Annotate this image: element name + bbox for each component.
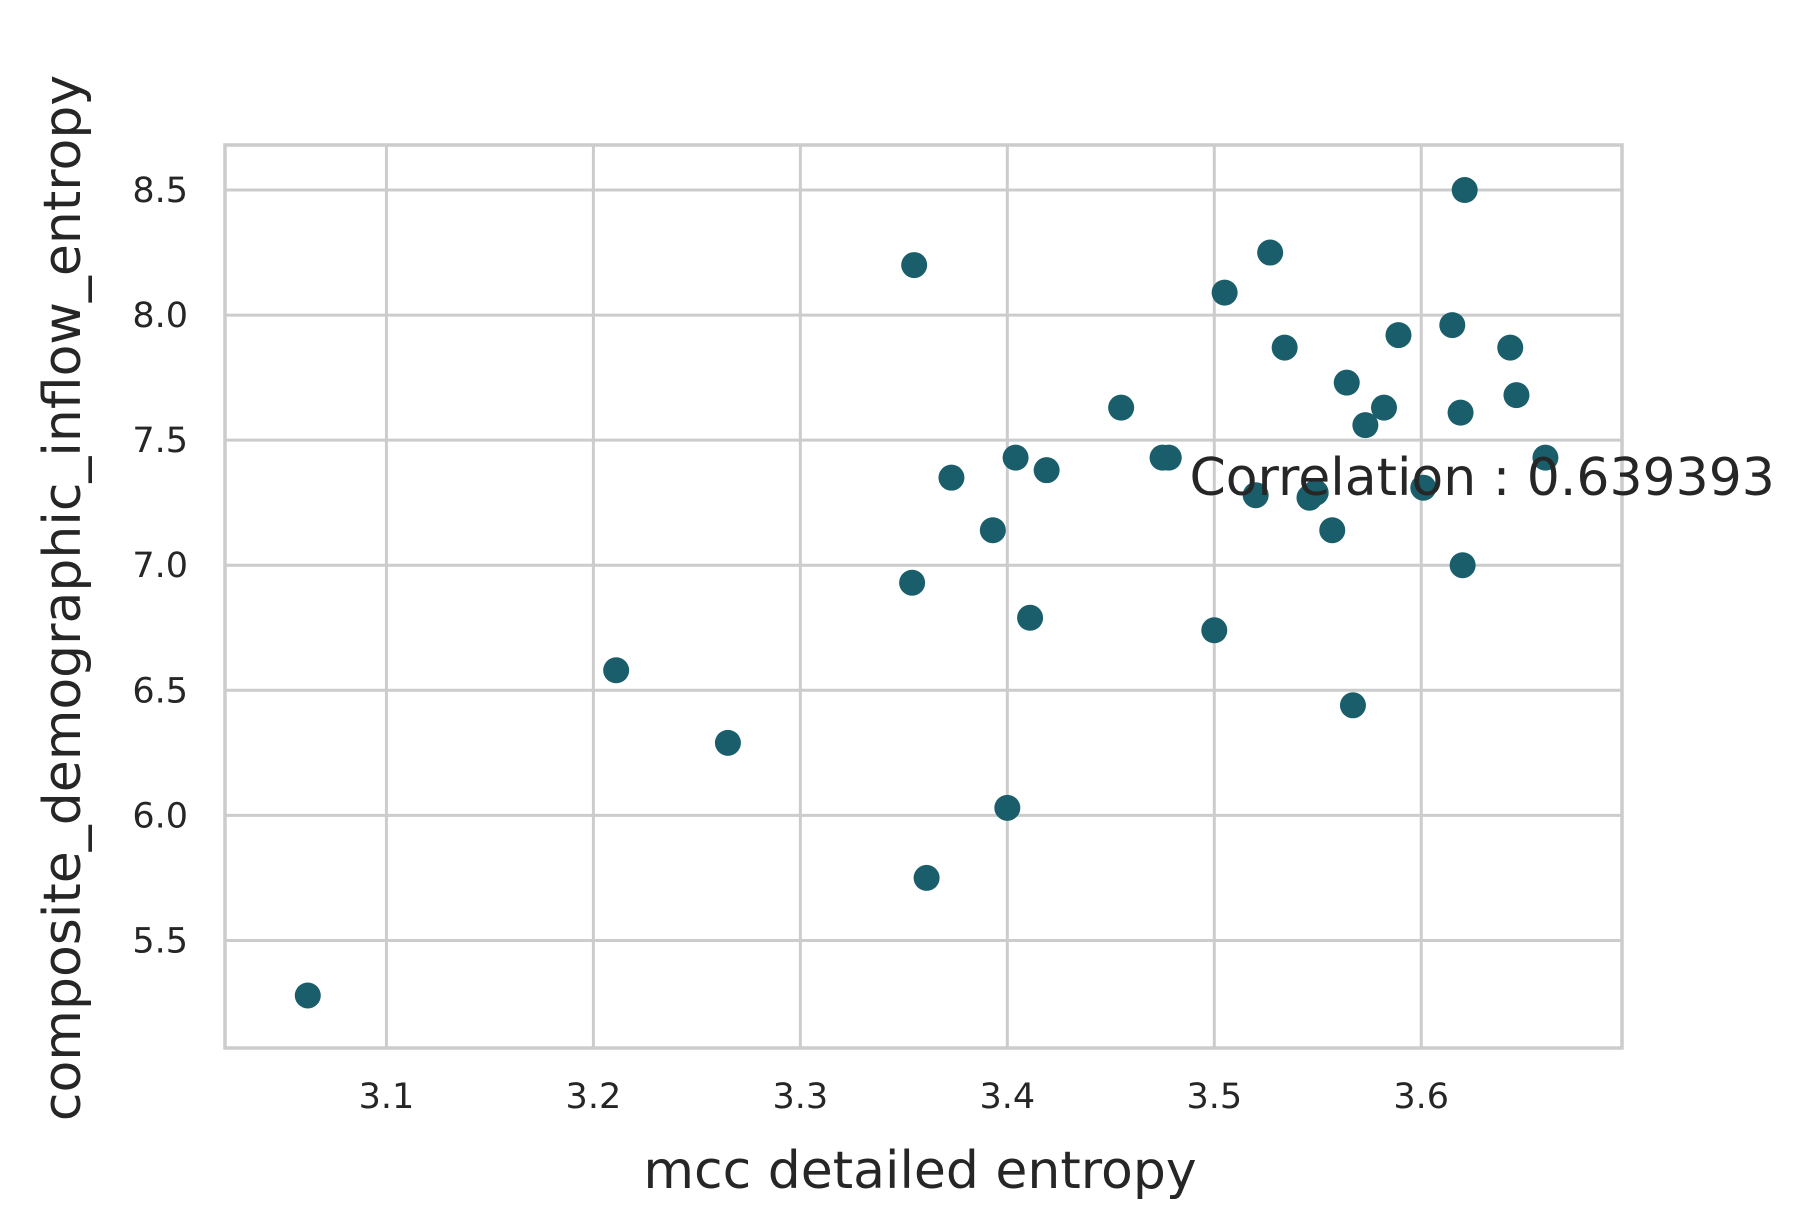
scatter-point (1257, 239, 1284, 266)
scatter-point (1242, 482, 1269, 509)
x-tick-label: 3.5 (1186, 1077, 1242, 1117)
x-tick-label: 3.1 (359, 1077, 415, 1117)
y-tick-label: 7.5 (132, 421, 188, 461)
y-axis-ticks: 5.5 6.0 6.5 7.0 7.5 8.0 8.5 (132, 171, 188, 961)
scatter-point (1002, 444, 1029, 471)
y-tick-label: 8.5 (132, 171, 188, 211)
scatter-point (938, 464, 965, 491)
correlation-annotation: Correlation : 0.639393 (1189, 448, 1774, 508)
scatter-point (901, 252, 928, 279)
scatter-point (1532, 444, 1559, 471)
scatter-point (1339, 692, 1366, 719)
scatter-point (1451, 177, 1478, 204)
x-tick-label: 3.3 (773, 1077, 829, 1117)
x-axis-ticks: 3.1 3.2 3.3 3.4 3.5 3.6 (359, 1077, 1449, 1117)
scatter-point (1370, 394, 1397, 421)
scatter-point (1155, 444, 1182, 471)
plot-frame (223, 143, 1624, 1050)
x-tick-label: 3.6 (1393, 1077, 1449, 1117)
scatter-point (1201, 617, 1228, 644)
scatter-point (1447, 399, 1474, 426)
scatter-point (1352, 412, 1379, 439)
y-tick-label: 5.5 (132, 921, 188, 961)
scatter-point (1033, 457, 1060, 484)
scatter-point (1319, 517, 1346, 544)
x-tick-label: 3.4 (979, 1077, 1035, 1117)
scatter-point (1271, 334, 1298, 361)
data-points (294, 177, 1559, 1009)
scatter-point (913, 864, 940, 891)
scatter-point (1497, 334, 1524, 361)
scatter-point (994, 794, 1021, 821)
scatter-point (1017, 604, 1044, 631)
scatter-point (603, 657, 630, 684)
scatter-point (1439, 312, 1466, 339)
y-tick-label: 6.5 (132, 671, 188, 711)
y-tick-label: 7.0 (132, 546, 188, 586)
scatter-point (979, 517, 1006, 544)
scatter-point (1385, 322, 1412, 349)
scatter-point (1449, 552, 1476, 579)
scatter-point (1333, 369, 1360, 396)
y-axis-label: composite_demographic_inflow_entropy (33, 75, 93, 1121)
scatter-point (1108, 394, 1135, 421)
y-tick-label: 6.0 (132, 796, 188, 836)
x-axis-label: mcc detailed entropy (643, 1141, 1196, 1200)
grid (225, 145, 1622, 1048)
scatter-point (1410, 474, 1437, 501)
scatter-point (714, 729, 741, 756)
scatter-point (1302, 479, 1329, 506)
x-tick-label: 3.2 (566, 1077, 622, 1117)
scatter-point (1503, 382, 1530, 409)
y-tick-label: 8.0 (132, 296, 188, 336)
scatter-point (294, 982, 321, 1009)
scatter-point (899, 569, 926, 596)
scatter-point (1211, 279, 1238, 306)
